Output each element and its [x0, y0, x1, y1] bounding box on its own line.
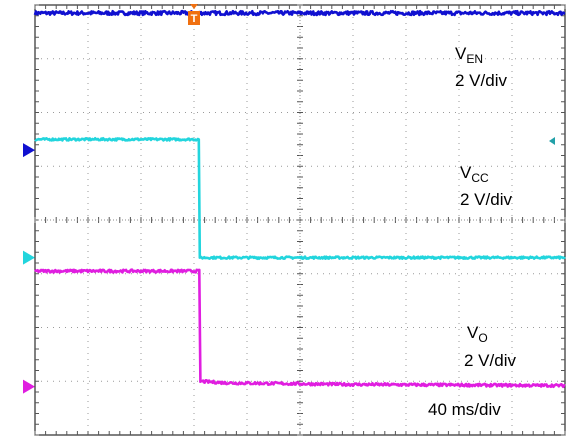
ground-marker-cc-icon	[23, 250, 35, 265]
trace-o	[34, 268, 566, 389]
ven-label: VEN	[455, 44, 483, 66]
trace-en	[33, 9, 566, 17]
trigger-marker: T	[188, 4, 200, 25]
vo-label: VO	[467, 323, 488, 345]
trigger-label: T	[191, 13, 198, 25]
graticule	[34, 4, 566, 436]
ven-scale-label: 2 V/div	[455, 71, 507, 90]
ground-marker-o-icon	[23, 379, 35, 394]
vcc-label: VCC	[460, 163, 489, 185]
traces	[33, 9, 566, 389]
trigger-badge	[188, 11, 200, 25]
vcc-scale-label: 2 V/div	[460, 190, 512, 209]
time-scale-label: 40 ms/div	[428, 400, 501, 419]
ground-marker-en-icon	[23, 143, 35, 158]
vo-scale-label: 2 V/div	[464, 351, 516, 370]
trigger-arrow-icon	[190, 4, 198, 9]
trace-cc	[34, 137, 566, 260]
ground-markers	[23, 143, 35, 394]
offset-arrow-icon	[549, 137, 555, 145]
